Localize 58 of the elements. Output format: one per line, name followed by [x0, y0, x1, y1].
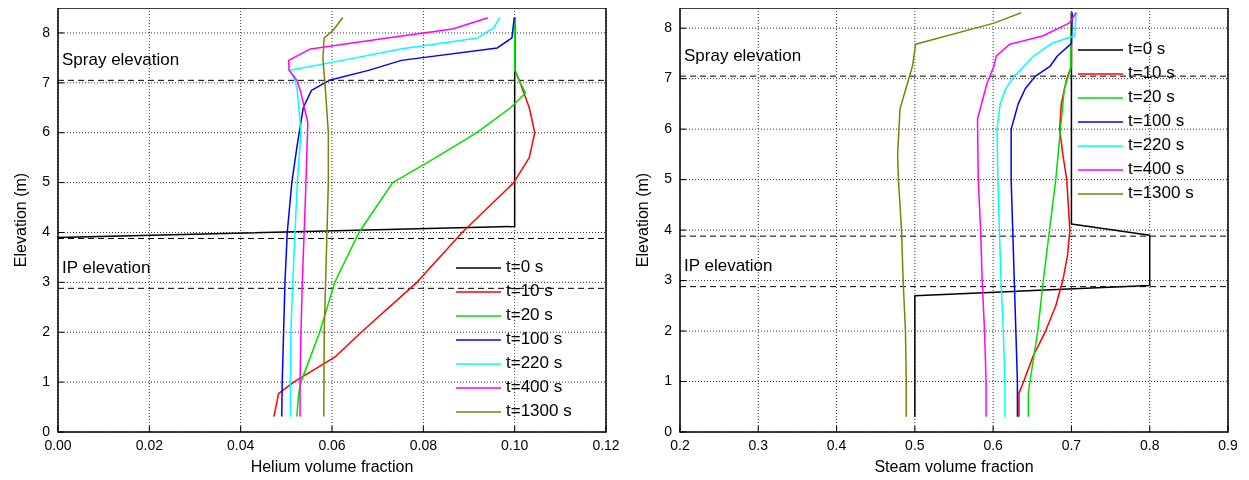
x-tick-label: 0.08: [409, 437, 438, 453]
legend-label: t=100 s: [1128, 111, 1185, 131]
y-tick-label: 6: [664, 119, 673, 136]
y-tick-label: 0: [664, 422, 673, 439]
y-tick-label: 4: [42, 223, 51, 240]
x-tick-label: 0.12: [592, 437, 620, 453]
y-tick-label: 7: [664, 69, 673, 86]
ref-line-label: IP elevation: [684, 256, 773, 276]
x-tick-label: 0.3: [748, 437, 769, 453]
y-tick-label: 3: [42, 273, 51, 290]
y-tick-label: 5: [664, 170, 673, 187]
x-tick-label: 0.6: [983, 437, 1004, 453]
legend-label: t=100 s: [506, 329, 563, 349]
legend-label: t=400 s: [1128, 159, 1185, 179]
ref-line-label: IP elevation: [62, 257, 151, 277]
ref-line-label: Spray elevation: [684, 45, 802, 65]
legend-label: t=0 s: [506, 257, 544, 277]
y-tick-label: 7: [42, 73, 51, 90]
legend-label: t=220 s: [506, 353, 563, 373]
y-tick-label: 3: [664, 271, 673, 288]
line-series: [896, 12, 1022, 418]
x-tick-label: 0.5: [905, 437, 925, 453]
y-tick-label: 6: [42, 123, 51, 140]
legend-label: t=220 s: [1128, 135, 1185, 155]
line-series: [976, 12, 1077, 418]
x-tick-label: 0.00: [44, 437, 72, 453]
y-tick-label: 5: [42, 173, 51, 190]
y-tick-label: 2: [664, 321, 673, 338]
x-tick-label: 0.06: [318, 437, 346, 453]
x-tick-label: 0.7: [1061, 437, 1082, 453]
legend-label: t=1300 s: [1128, 183, 1194, 203]
x-tick-label: 0.2: [670, 437, 690, 453]
legend-label: t=1300 s: [506, 401, 572, 421]
x-tick-label: 0.8: [1139, 437, 1160, 453]
x-axis-title: Helium volume fraction: [250, 458, 414, 475]
x-tick-label: 0.02: [135, 437, 164, 453]
y-tick-label: 1: [664, 372, 673, 389]
line-series: [996, 12, 1077, 418]
legend-label: t=0 s: [1128, 39, 1166, 59]
x-tick-label: 0.4: [826, 437, 847, 453]
y-tick-label: 2: [42, 322, 51, 339]
legend-label: t=20 s: [1128, 87, 1175, 107]
legend-label: t=20 s: [506, 305, 553, 325]
x-tick-label: 0.10: [501, 437, 529, 453]
x-axis-title: Steam volume fraction: [874, 458, 1034, 475]
ref-line-label: Spray elevation: [62, 49, 180, 69]
line-series: [1027, 12, 1073, 418]
x-tick-label: 0.04: [227, 437, 255, 453]
y-tick-label: 1: [42, 372, 51, 389]
y-tick-label: 4: [664, 220, 673, 237]
y-tick-label: 8: [664, 18, 673, 35]
line-series: [322, 17, 344, 417]
y-axis-title: Elevation (m): [12, 172, 29, 268]
y-tick-label: 0: [42, 422, 51, 439]
y-tick-label: 8: [42, 23, 51, 40]
legend-label: t=400 s: [506, 377, 563, 397]
x-tick-label: 0.9: [1218, 437, 1238, 453]
y-axis-title: Elevation (m): [634, 172, 651, 268]
